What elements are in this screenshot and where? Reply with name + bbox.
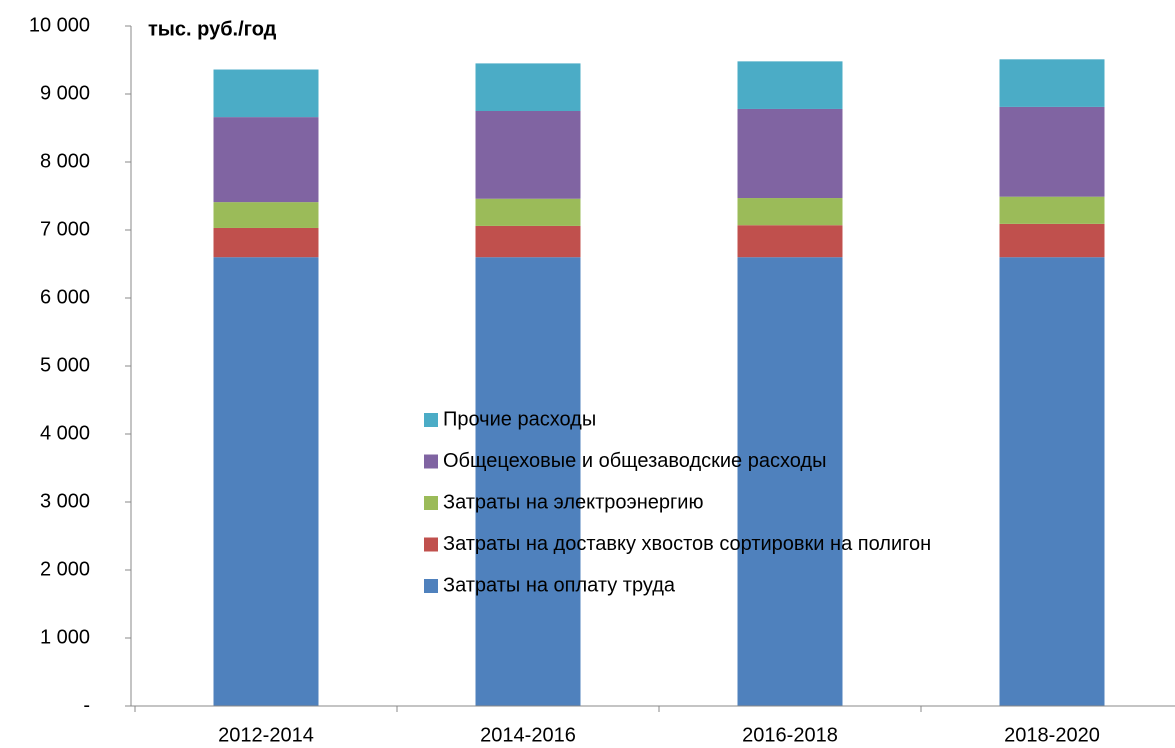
y-tick-label: 7 000	[40, 218, 90, 240]
y-tick-label: 2 000	[40, 558, 90, 580]
bar-segment	[737, 108, 843, 199]
y-axis-label: тыс. руб./год	[148, 18, 277, 40]
legend-label: Прочие расходы	[443, 408, 596, 430]
bar-segment	[213, 227, 319, 258]
bar-segment	[213, 69, 319, 118]
legend-label: Общецеховые и общезаводские расходы	[443, 450, 826, 472]
legend-label: Затраты на доставку хвостов сортировки н…	[443, 533, 931, 555]
legend-swatch	[424, 413, 438, 427]
bar-segment	[737, 198, 843, 226]
bar-segment	[213, 257, 319, 706]
y-tick-label: 6 000	[40, 286, 90, 308]
y-tick-label: 8 000	[40, 150, 90, 172]
legend-label: Затраты на электроэнергию	[443, 491, 703, 513]
legend-swatch	[424, 496, 438, 510]
bar-segment	[999, 106, 1105, 197]
bar-segment	[999, 196, 1105, 224]
y-tick-label: 4 000	[40, 422, 90, 444]
x-tick-label: 2014-2016	[480, 724, 576, 746]
x-tick-label: 2016-2018	[742, 724, 838, 746]
bar-segment	[999, 223, 1105, 258]
bar-segment	[213, 117, 319, 203]
x-tick-label: 2012-2014	[218, 724, 314, 746]
x-tick-label: 2018-2020	[1004, 724, 1100, 746]
legend-label: Затраты на оплату труда	[443, 574, 676, 596]
bar-segment	[737, 61, 843, 109]
axis-label-bg	[138, 14, 328, 46]
bar-segment	[213, 202, 319, 228]
bar-segment	[737, 225, 843, 258]
bar-segment	[999, 59, 1105, 107]
bar-segment	[475, 111, 581, 199]
y-tick-label: 1 000	[40, 626, 90, 648]
legend-swatch	[424, 537, 438, 552]
y-tick-label: 10 000	[29, 14, 90, 36]
bar-segment	[475, 225, 581, 258]
bar-segment	[475, 257, 581, 706]
bar-segment	[475, 63, 581, 111]
bar-segment	[475, 198, 581, 226]
bar-segment	[737, 257, 843, 706]
y-tick-label: 5 000	[40, 354, 90, 376]
y-tick-label: -	[83, 694, 90, 716]
legend-swatch	[424, 579, 438, 593]
y-tick-label: 9 000	[40, 82, 90, 104]
legend-swatch	[424, 454, 438, 469]
bar-segment	[999, 257, 1105, 706]
y-tick-label: 3 000	[40, 490, 90, 512]
